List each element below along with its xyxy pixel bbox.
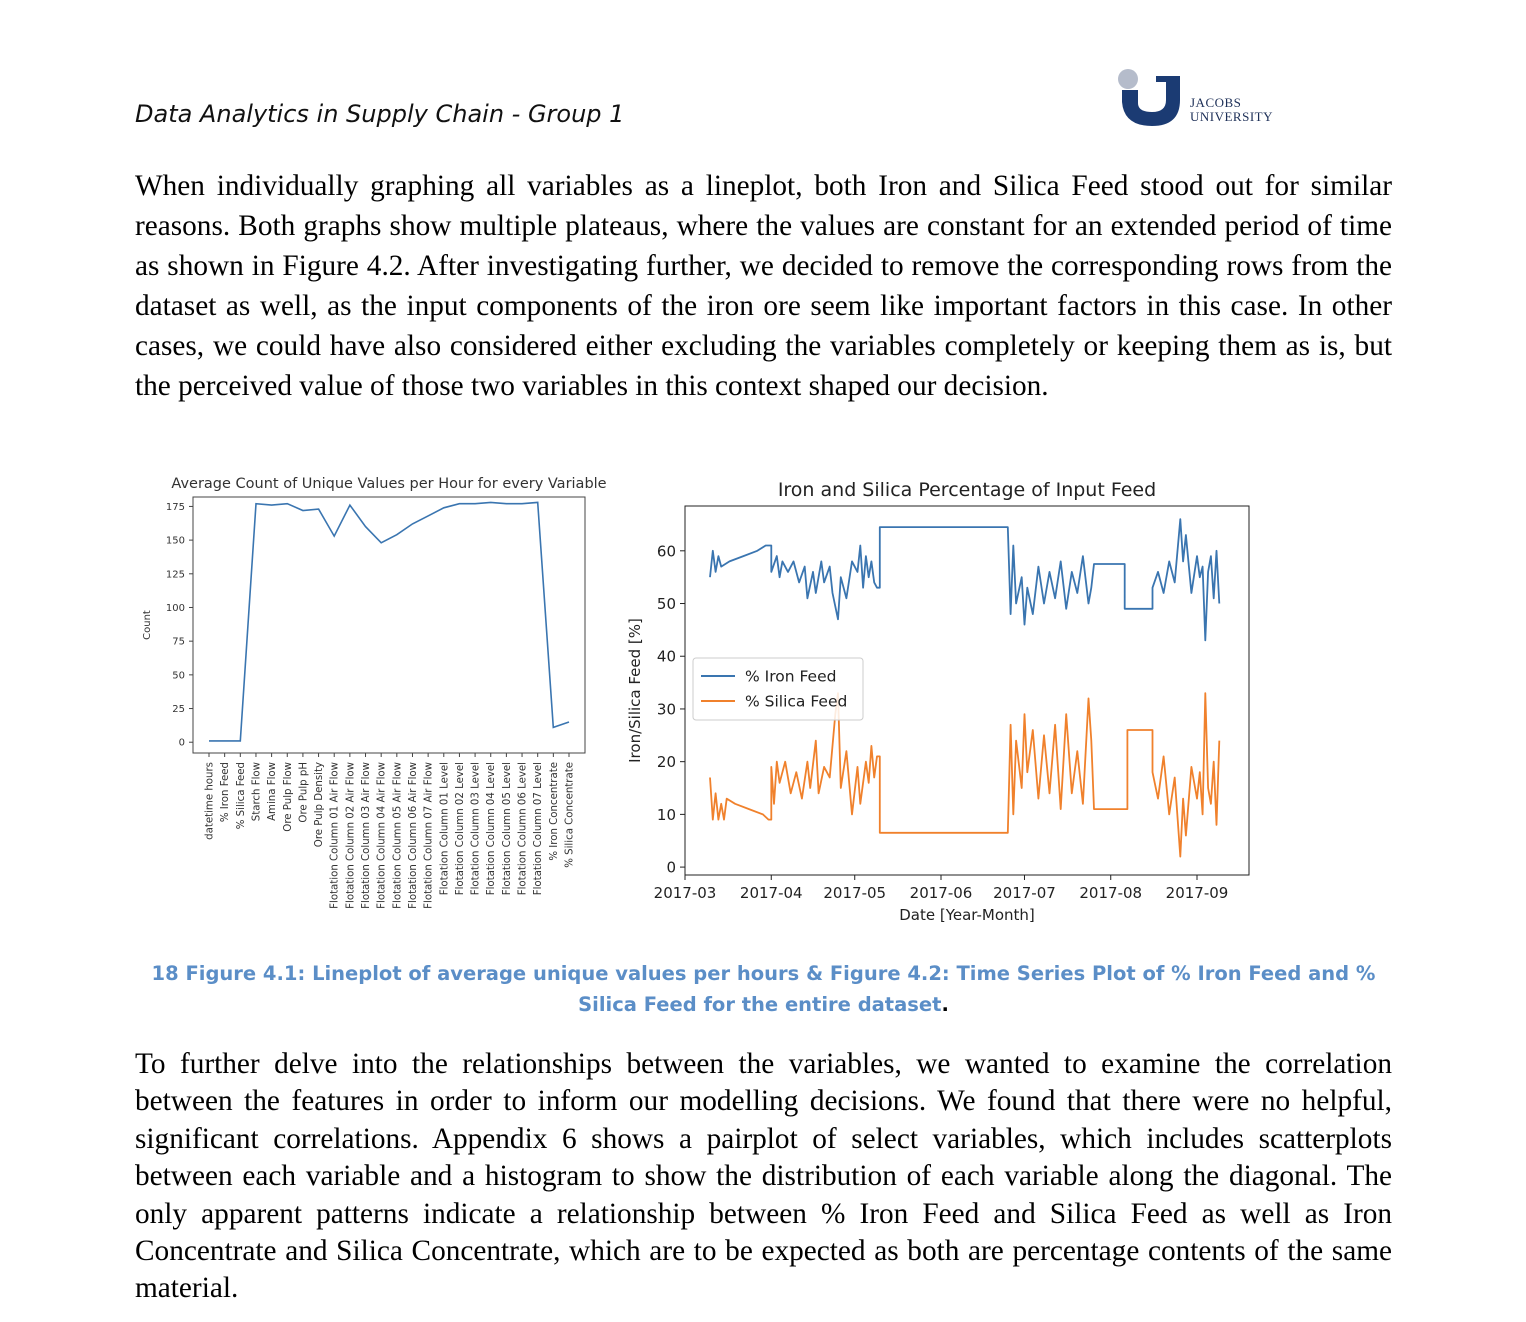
chart1-xtick-label: Flotation Column 03 Air Flow — [361, 762, 372, 909]
chart2-ytick-label: 30 — [657, 700, 676, 718]
chart1-y-axis-label: Count — [142, 610, 153, 640]
chart2-plot-frame — [684, 505, 1250, 876]
chart1-ytick-label: 150 — [166, 536, 185, 547]
chart2-xtick-label: 2017-08 — [1079, 884, 1142, 902]
figure-panel: Average Count of Unique Values per Hour … — [142, 476, 1250, 924]
chart2-xtick-label: 2017-04 — [740, 884, 803, 902]
chart1-xtick-label: Ore Pulp Flow — [283, 762, 294, 832]
chart1-xtick-label: Ore Pulp Density — [314, 762, 325, 847]
chart1-xtick-label: Flotation Column 03 Level — [471, 762, 482, 895]
chart1-xtick-label: datetime hours — [205, 762, 216, 840]
chart1-plot-frame — [192, 496, 586, 754]
chart1-xtick-label: Flotation Column 04 Level — [486, 762, 497, 895]
chart2-series-line-2 — [709, 692, 1221, 858]
chart2-xtick-label: 2017-03 — [654, 884, 717, 902]
chart1-xtick-label: Flotation Column 01 Level — [439, 762, 450, 895]
chart1-xtick-label: % Silica Feed — [236, 762, 247, 829]
logo-text-line2: UNIVERSITY — [1190, 109, 1273, 124]
university-logo: JACOBS UNIVERSITY — [1118, 68, 1298, 130]
chart1-xtick-label: Flotation Column 02 Air Flow — [345, 762, 356, 909]
caption-period: . — [941, 993, 949, 1016]
running-header: Data Analytics in Supply Chain - Group 1 — [135, 100, 625, 128]
logo-text-line1: JACOBS — [1190, 95, 1242, 110]
chart2-xtick-label: 2017-09 — [1166, 884, 1229, 902]
body-paragraph-2: To further delve into the relationships … — [135, 1048, 1392, 1305]
chart1-xtick-label: Flotation Column 04 Air Flow — [377, 762, 388, 909]
chart1-ytick-label: 50 — [172, 670, 185, 681]
chart1-ytick-label: 25 — [172, 704, 185, 715]
chart2-xtick-label: 2017-06 — [910, 884, 973, 902]
chart1-xtick-label: % Iron Feed — [220, 762, 231, 822]
body-paragraph-1: When individually graphing all variables… — [135, 170, 1392, 402]
chart1-ytick-label: 100 — [166, 603, 185, 614]
chart1-xtick-label: Flotation Column 06 Level — [518, 762, 529, 895]
chart2-ytick-label: 0 — [666, 859, 676, 877]
chart2-x-axis-label: Date [Year-Month] — [899, 906, 1035, 924]
chart1-ytick-label: 125 — [166, 569, 185, 580]
chart1-xtick-label: % Iron Concentrate — [549, 762, 560, 861]
chart2-ytick-label: 50 — [657, 595, 676, 613]
chart2-ytick-label: 40 — [657, 648, 676, 666]
chart1-xtick-label: % Silica Concentrate — [565, 762, 576, 868]
chart1-xtick-label: Starch Flow — [251, 762, 262, 821]
chart1-xtick-label: Amina Flow — [267, 762, 278, 821]
caption-text: 18 Figure 4.1: Lineplot of average uniqu… — [151, 962, 1376, 1016]
jacobs-logo-icon — [1118, 69, 1180, 126]
chart1-ytick-label: 0 — [179, 738, 185, 749]
chart1-xtick-label: Flotation Column 07 Level — [533, 762, 544, 895]
chart1-xtick-label: Flotation Column 05 Air Flow — [392, 762, 403, 909]
chart2-xtick-label: 2017-07 — [993, 884, 1056, 902]
chart1-line-series — [209, 501, 570, 742]
chart2-legend-label-2: % Silica Feed — [745, 693, 847, 711]
chart2-title: Iron and Silica Percentage of Input Feed — [778, 479, 1156, 501]
chart2-xtick-label: 2017-05 — [823, 884, 886, 902]
chart1-xtick-label: Ore Pulp pH — [298, 762, 309, 823]
chart2-legend-label-1: % Iron Feed — [745, 668, 836, 686]
chart2-ytick-label: 20 — [657, 753, 676, 771]
chart2-ytick-label: 60 — [657, 542, 676, 560]
chart1-xtick-label: Flotation Column 01 Air Flow — [330, 762, 341, 909]
chart1-xtick-label: Flotation Column 06 Air Flow — [408, 762, 419, 909]
chart1-ytick-label: 75 — [172, 637, 185, 648]
chart2-legend-box — [692, 657, 864, 721]
chart1-xtick-label: Flotation Column 07 Air Flow — [424, 762, 435, 909]
figure-caption: 18 Figure 4.1: Lineplot of average uniqu… — [135, 958, 1392, 1020]
chart2-ytick-label: 10 — [657, 806, 676, 824]
chart2-series-line-1 — [709, 518, 1221, 642]
chart1-title: Average Count of Unique Values per Hour … — [171, 476, 606, 492]
chart2-y-axis-label: Iron/Silica Feed [%] — [626, 618, 644, 763]
chart1-xtick-label: Flotation Column 02 Level — [455, 762, 466, 895]
chart1-ytick-label: 175 — [166, 502, 185, 513]
chart1-xtick-label: Flotation Column 05 Level — [502, 762, 513, 895]
